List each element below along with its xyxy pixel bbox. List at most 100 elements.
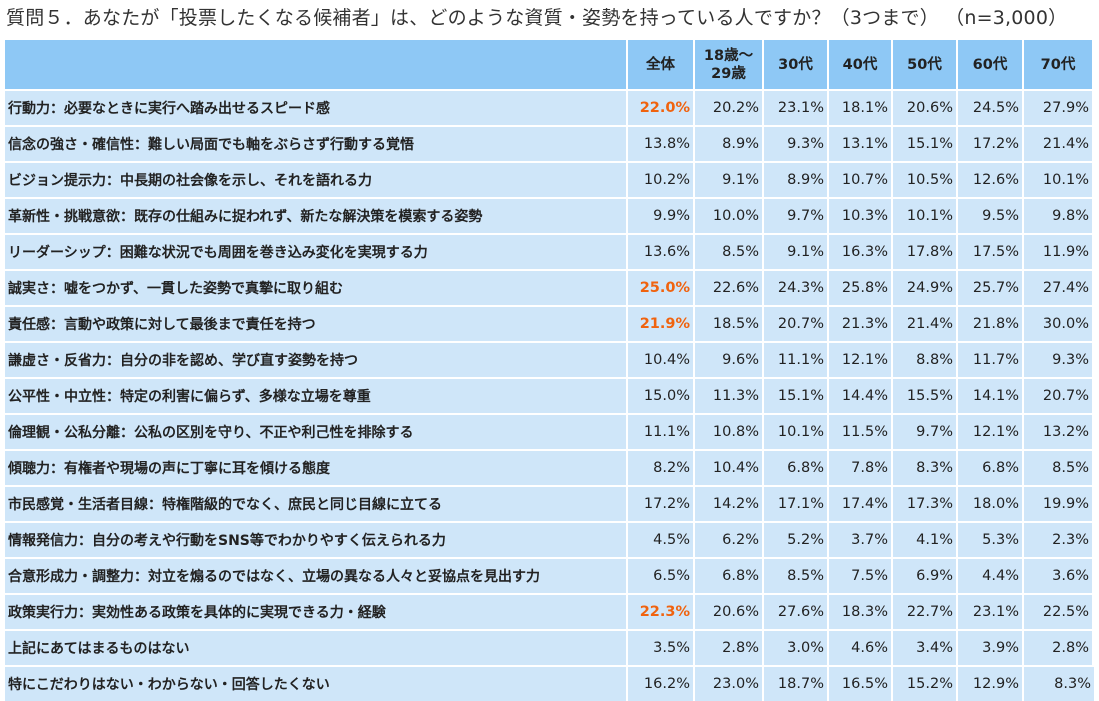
value-cell: 6.2% bbox=[695, 523, 764, 557]
value-cell: 21.9% bbox=[628, 307, 695, 341]
value-cell: 14.2% bbox=[695, 487, 764, 521]
value-cell: 17.5% bbox=[958, 235, 1024, 269]
value-cell: 12.6% bbox=[958, 163, 1024, 197]
value-cell: 30.0% bbox=[1024, 307, 1094, 341]
value-cell: 23.0% bbox=[695, 667, 764, 701]
value-cell: 22.6% bbox=[695, 271, 764, 305]
value-cell: 14.1% bbox=[958, 379, 1024, 413]
value-cell: 11.1% bbox=[628, 415, 695, 449]
value-cell: 10.5% bbox=[893, 163, 958, 197]
value-cell: 2.3% bbox=[1024, 523, 1094, 557]
value-cell: 13.8% bbox=[628, 127, 695, 161]
row-label: ビジョン提示力：中長期の社会像を示し、それを語れる力 bbox=[5, 163, 628, 197]
column-header: 40代 bbox=[829, 40, 893, 89]
row-label: リーダーシップ：困難な状況でも周囲を巻き込み変化を実現する力 bbox=[5, 235, 628, 269]
value-cell: 6.8% bbox=[695, 559, 764, 593]
column-header-text: 全体 bbox=[646, 56, 675, 73]
value-cell: 10.4% bbox=[695, 451, 764, 485]
value-cell: 25.7% bbox=[958, 271, 1024, 305]
value-cell: 17.2% bbox=[958, 127, 1024, 161]
table-title: 質問５．あなたが「投票したくなる候補者」は、どのような資質・姿勢を持っている人で… bbox=[6, 7, 1068, 29]
value-cell: 23.1% bbox=[958, 595, 1024, 629]
column-header-text: 29歳 bbox=[711, 65, 746, 82]
value-cell: 10.3% bbox=[829, 199, 893, 233]
value-cell: 11.5% bbox=[829, 415, 893, 449]
column-header: 全体 bbox=[628, 40, 695, 89]
value-cell: 24.3% bbox=[764, 271, 829, 305]
value-cell: 3.0% bbox=[764, 631, 829, 665]
value-cell: 16.3% bbox=[829, 235, 893, 269]
value-cell: 19.9% bbox=[1024, 487, 1094, 521]
value-cell: 10.8% bbox=[695, 415, 764, 449]
value-cell: 3.7% bbox=[829, 523, 893, 557]
row-label: 市民感覚・生活者目線：特権階級的でなく、庶民と同じ目線に立てる bbox=[5, 487, 628, 521]
value-cell: 10.1% bbox=[1024, 163, 1094, 197]
row-label: 政策実行力：実効性ある政策を具体的に実現できる力・経験 bbox=[5, 595, 628, 629]
value-cell: 7.5% bbox=[829, 559, 893, 593]
value-cell: 22.0% bbox=[628, 91, 695, 125]
value-cell: 13.6% bbox=[628, 235, 695, 269]
column-header-text: 18歳～ bbox=[703, 47, 754, 64]
value-cell: 9.7% bbox=[764, 199, 829, 233]
row-label: 謙虚さ・反省力：自分の非を認め、学び直す姿勢を持つ bbox=[5, 343, 628, 377]
column-header-text: 50代 bbox=[907, 56, 942, 73]
row-label: 行動力：必要なときに実行へ踏み出せるスピード感 bbox=[5, 91, 628, 125]
value-cell: 9.1% bbox=[695, 163, 764, 197]
row-label: 特にこだわりはない・わからない・回答したくない bbox=[5, 667, 628, 701]
value-cell: 8.3% bbox=[893, 451, 958, 485]
value-cell: 13.2% bbox=[1024, 415, 1094, 449]
value-cell: 10.4% bbox=[628, 343, 695, 377]
value-cell: 11.1% bbox=[764, 343, 829, 377]
value-cell: 9.5% bbox=[958, 199, 1024, 233]
value-cell: 6.9% bbox=[893, 559, 958, 593]
value-cell: 8.9% bbox=[695, 127, 764, 161]
value-cell: 18.0% bbox=[958, 487, 1024, 521]
value-cell: 21.4% bbox=[893, 307, 958, 341]
value-cell: 27.9% bbox=[1024, 91, 1094, 125]
value-cell: 20.7% bbox=[1024, 379, 1094, 413]
value-cell: 21.3% bbox=[829, 307, 893, 341]
value-cell: 21.4% bbox=[1024, 127, 1094, 161]
value-cell: 9.3% bbox=[764, 127, 829, 161]
value-cell: 8.8% bbox=[893, 343, 958, 377]
value-cell: 8.5% bbox=[764, 559, 829, 593]
value-cell: 2.8% bbox=[695, 631, 764, 665]
row-label: 上記にあてはまるものはない bbox=[5, 631, 628, 665]
value-cell: 4.5% bbox=[628, 523, 695, 557]
row-label: 誠実さ：嘘をつかず、一貫した姿勢で真摯に取り組む bbox=[5, 271, 628, 305]
value-cell: 15.1% bbox=[764, 379, 829, 413]
value-cell: 6.8% bbox=[958, 451, 1024, 485]
value-cell: 22.7% bbox=[893, 595, 958, 629]
value-cell: 27.4% bbox=[1024, 271, 1094, 305]
row-label: 合意形成力・調整力：対立を煽るのではなく、立場の異なる人々と妥協点を見出す力 bbox=[5, 559, 628, 593]
value-cell: 21.8% bbox=[958, 307, 1024, 341]
row-label: 倫理観・公私分離：公私の区別を守り、不正や利己性を排除する bbox=[5, 415, 628, 449]
column-header: 60代 bbox=[958, 40, 1024, 89]
value-cell: 18.3% bbox=[829, 595, 893, 629]
value-cell: 8.3% bbox=[1024, 667, 1094, 701]
value-cell: 8.9% bbox=[764, 163, 829, 197]
value-cell: 12.1% bbox=[829, 343, 893, 377]
value-cell: 15.2% bbox=[893, 667, 958, 701]
value-cell: 14.4% bbox=[829, 379, 893, 413]
value-cell: 3.4% bbox=[893, 631, 958, 665]
value-cell: 7.8% bbox=[829, 451, 893, 485]
column-header: 18歳～ 29歳 bbox=[695, 40, 764, 89]
value-cell: 6.8% bbox=[764, 451, 829, 485]
column-header-text: 60代 bbox=[972, 56, 1008, 73]
value-cell: 15.5% bbox=[893, 379, 958, 413]
row-label: 情報発信力：自分の考えや行動をSNS等でわかりやすく伝えられる力 bbox=[5, 523, 628, 557]
value-cell: 17.2% bbox=[628, 487, 695, 521]
value-cell: 9.3% bbox=[1024, 343, 1094, 377]
value-cell: 11.9% bbox=[1024, 235, 1094, 269]
value-cell: 17.4% bbox=[829, 487, 893, 521]
survey-table: 全体 18歳～ 29歳 30代 40代 50代 60代 70代 行動力：必要なときに実行へ踏み出… bbox=[5, 40, 1094, 701]
value-cell: 24.9% bbox=[893, 271, 958, 305]
value-cell: 9.1% bbox=[764, 235, 829, 269]
value-cell: 5.3% bbox=[958, 523, 1024, 557]
value-cell: 9.8% bbox=[1024, 199, 1094, 233]
value-cell: 17.1% bbox=[764, 487, 829, 521]
column-header-text: 70代 bbox=[1040, 56, 1076, 73]
column-header: 50代 bbox=[893, 40, 958, 89]
value-cell: 9.9% bbox=[628, 199, 695, 233]
